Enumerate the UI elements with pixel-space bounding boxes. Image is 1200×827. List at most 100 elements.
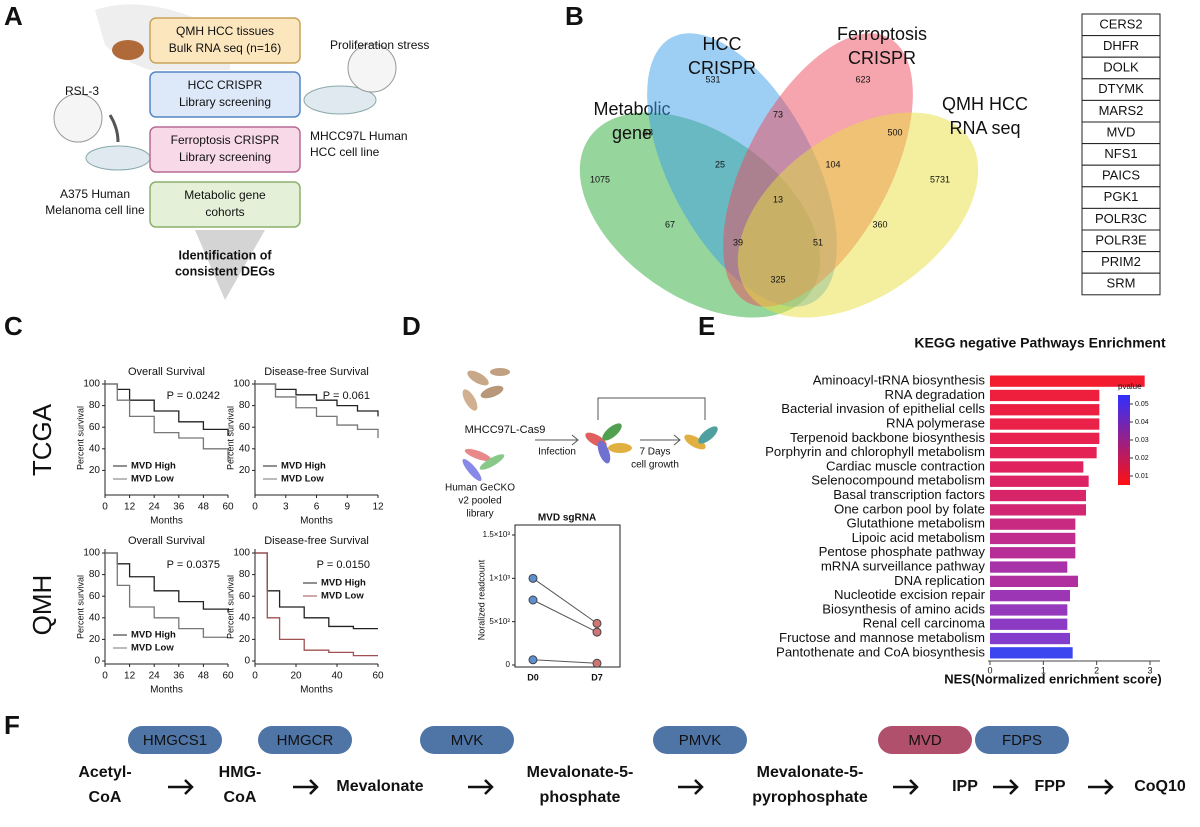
- venn-count: 623: [855, 74, 870, 84]
- x-tick-label: 9: [344, 502, 350, 513]
- enzyme-pill: [420, 726, 514, 754]
- enzyme-pill: [258, 726, 352, 754]
- gene-name: DOLK: [1103, 60, 1139, 75]
- y-tick-label: 0: [506, 660, 511, 669]
- venn-count: 39: [733, 237, 743, 247]
- gene-name: PRIM2: [1101, 254, 1141, 269]
- venn-set-label: QMH HCC: [942, 94, 1028, 114]
- colorbar-tick-label: 0.05: [1135, 401, 1149, 408]
- annotation: MHCC97L-Cas9: [465, 424, 546, 436]
- enzyme-label: HMGCR: [277, 732, 334, 749]
- arrow: [168, 779, 194, 795]
- y-tick-label: 80: [89, 569, 101, 580]
- venn-count: 73: [773, 109, 783, 119]
- step-box-text: Metabolic gene: [184, 188, 266, 202]
- y-tick-label: 5×10²: [489, 617, 510, 626]
- panel-label: F: [4, 710, 20, 740]
- y-tick-label: 0: [94, 656, 100, 667]
- x-axis-label: Months: [150, 516, 183, 527]
- y-tick-label: 40: [239, 612, 251, 623]
- venn-set-label: CRISPR: [848, 48, 916, 68]
- annotation: MHCC97L Human: [310, 129, 408, 143]
- panel-label: A: [4, 1, 23, 31]
- pair-line: [532, 577, 598, 624]
- y-tick-label: 0: [244, 656, 250, 667]
- gene-name: SRM: [1107, 276, 1136, 291]
- bar: [990, 389, 1100, 402]
- step-box-text: QMH HCC tissues: [176, 24, 274, 38]
- x-tick-label: 0: [987, 665, 992, 675]
- enzyme-label: HMGCS1: [143, 732, 207, 749]
- plot-frame: [514, 524, 621, 668]
- venn-count: 67: [665, 219, 675, 229]
- x-axis-label: Months: [150, 685, 183, 696]
- arrow: [108, 114, 120, 143]
- venn-count: 25: [715, 159, 725, 169]
- arrow: [893, 779, 919, 795]
- legend-label: MVD Low: [131, 643, 174, 654]
- category-label: Lipoic acid metabolism: [852, 530, 985, 545]
- bar: [990, 604, 1068, 616]
- y-tick-label: 1.5×10³: [483, 530, 511, 539]
- enzyme-pill: [878, 726, 972, 754]
- chart-title: MVD sgRNA: [538, 513, 596, 524]
- step-box: [149, 126, 301, 173]
- panel-label: D: [402, 311, 421, 341]
- y-tick-label: 100: [83, 548, 100, 559]
- bar: [990, 475, 1089, 487]
- plot-title: Overall Survival: [128, 366, 205, 378]
- p-value: P = 0.0242: [167, 390, 220, 402]
- annotation: Melanoma cell line: [45, 203, 145, 217]
- step-box-text: Library screening: [179, 95, 271, 109]
- y-tick-label: 40: [89, 612, 101, 623]
- gene-name: DTYMK: [1098, 81, 1144, 96]
- row-label: QMH: [27, 575, 57, 636]
- gene-name: PGK1: [1104, 189, 1139, 204]
- x-axis-label: NES(Normalized enrichment score): [944, 671, 1161, 686]
- enzyme-pill: [128, 726, 222, 754]
- x-tick-label: 0: [252, 502, 258, 513]
- bar: [990, 375, 1145, 387]
- survival-curve: [255, 383, 379, 438]
- y-axis-label: Percent survival: [75, 406, 85, 470]
- metabolite: IPP: [952, 778, 978, 795]
- survival-curve: [105, 383, 229, 462]
- category-label: Cardiac muscle contraction: [826, 458, 985, 473]
- petri-dish: [303, 85, 377, 115]
- venn-set-label: HCC: [703, 34, 742, 54]
- category-label: Porphyrin and chlorophyll metabolism: [765, 444, 985, 459]
- magnifier: [347, 43, 397, 93]
- gene-name: MARS2: [1099, 103, 1144, 118]
- x-tick-label: 60: [222, 502, 234, 513]
- category-label: Bacterial invasion of epithelial cells: [781, 401, 985, 416]
- x-tick-label: 0: [252, 671, 258, 682]
- y-tick-label: 80: [239, 569, 251, 580]
- x-tick-label: 36: [173, 671, 185, 682]
- category-label: Basal transcription factors: [833, 487, 985, 502]
- enzyme-label: FDPS: [1002, 732, 1042, 749]
- magnifier: [53, 93, 103, 143]
- pair-line: [532, 659, 598, 664]
- dot: [528, 595, 538, 605]
- legend-label: MVD Low: [321, 591, 364, 602]
- x-tick-label: D7: [591, 672, 603, 682]
- step-box: [149, 17, 301, 64]
- x-tick-label: D0: [527, 672, 539, 682]
- x-tick-label: 3: [1147, 665, 1152, 675]
- step-box-text: HCC CRISPR: [188, 78, 263, 92]
- x-tick-label: 40: [331, 671, 343, 682]
- bar: [990, 489, 1086, 502]
- bar: [990, 647, 1073, 659]
- bar: [990, 547, 1076, 559]
- annotation: RSL-3: [65, 84, 99, 98]
- x-tick-label: 2: [1094, 665, 1099, 675]
- dot: [592, 658, 602, 668]
- annotation: cell growth: [631, 460, 679, 471]
- y-axis-label: Percent survival: [225, 575, 235, 639]
- p-value: P = 0.0150: [317, 559, 370, 571]
- arrow: [1088, 779, 1114, 795]
- colorbar-title: pvalue: [1118, 382, 1142, 391]
- liver-icon: [112, 40, 144, 60]
- gene-cell: [1081, 272, 1161, 296]
